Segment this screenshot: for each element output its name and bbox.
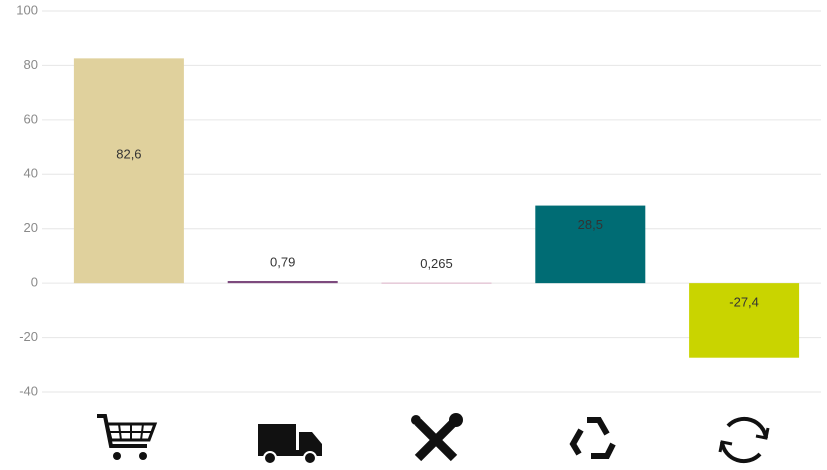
bar [73,58,184,284]
y-tick-label: -20 [19,329,38,344]
refresh-icon [718,416,770,464]
recycle-icon [569,417,616,459]
value-label: 28,5 [578,217,603,232]
y-tick-label: 40 [24,166,38,181]
value-label: 0,79 [270,254,295,269]
bar [689,283,800,358]
y-tick-label: -40 [19,383,38,398]
bar [381,282,492,284]
y-tick-label: 0 [31,275,38,290]
icons [97,413,770,465]
y-tick-label: 20 [24,220,38,235]
truck-icon [258,424,322,465]
value-label: 82,6 [116,146,141,161]
cart-icon [97,414,158,460]
bar [227,280,338,284]
value-label: 0,265 [420,256,453,271]
tools-icon [411,413,463,462]
y-tick-label: 80 [24,57,38,72]
bar [535,205,646,284]
y-tick-label: 60 [24,111,38,126]
y-tick-label: 100 [16,2,38,17]
value-label: -27,4 [729,295,759,310]
